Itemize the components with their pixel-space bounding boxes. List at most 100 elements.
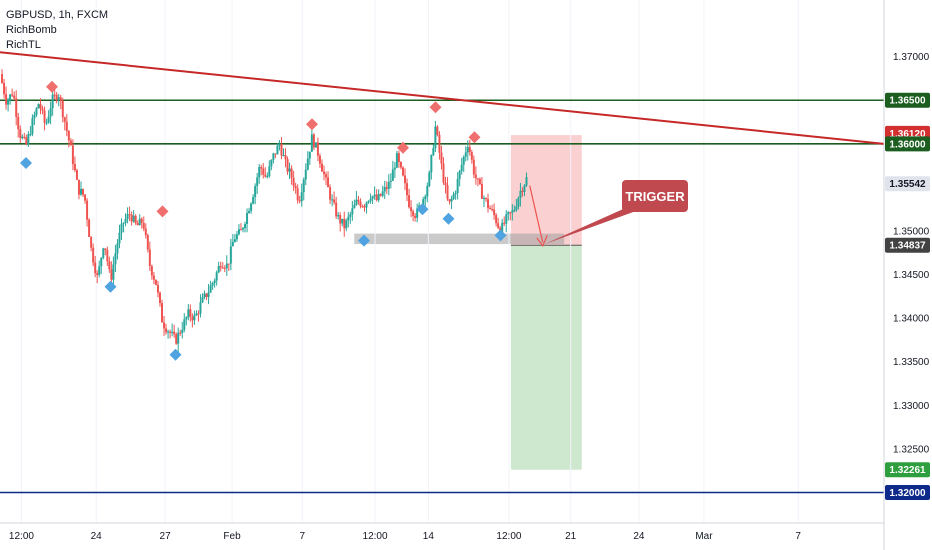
candle-body [377, 193, 380, 201]
support-band[interactable] [354, 233, 565, 245]
candle-body [15, 98, 18, 117]
swing-low-marker[interactable] [358, 234, 370, 247]
price-tag[interactable] [885, 92, 930, 108]
swing-high-marker[interactable] [46, 80, 58, 93]
trigger-callout[interactable] [622, 180, 688, 212]
candle-body [410, 207, 413, 212]
candle-body [221, 267, 224, 269]
y-tick-label: 1.32500 [893, 444, 930, 455]
candle-body [185, 317, 188, 320]
candle-body [363, 206, 366, 208]
swing-low-marker[interactable] [494, 229, 507, 242]
candle-body [448, 199, 451, 202]
candle-body [308, 151, 311, 159]
candle-body [227, 263, 230, 265]
candle-body [108, 261, 111, 270]
candle-body [229, 246, 232, 264]
candle-body [65, 121, 68, 132]
take-profit-zone[interactable] [510, 245, 582, 470]
candle-body [503, 222, 506, 224]
candle-body [90, 236, 93, 248]
y-tick-label: 1.33500 [893, 357, 930, 368]
candle-body [365, 202, 368, 208]
swing-high-marker[interactable] [156, 205, 169, 218]
projection-arrow[interactable] [529, 185, 544, 243]
candle-body [61, 100, 64, 118]
price-tag[interactable] [885, 237, 930, 253]
candle-body [239, 229, 242, 231]
swing-high-marker[interactable] [397, 141, 409, 154]
price-tag-label: 1.32261 [889, 465, 926, 476]
swing-low-marker[interactable] [20, 157, 32, 170]
price-tag[interactable] [885, 136, 930, 152]
candle-body [181, 329, 184, 334]
candle-body [250, 203, 253, 211]
candle-body [408, 195, 411, 208]
price-tag[interactable] [885, 484, 930, 500]
candle-body [9, 94, 12, 101]
candle-body [106, 249, 109, 262]
trendline[interactable] [0, 51, 885, 145]
candle-body [501, 222, 504, 236]
candle-body [35, 108, 38, 116]
candle-body [399, 162, 402, 168]
swing-low-marker[interactable] [442, 212, 455, 225]
candle-body [80, 188, 82, 195]
swing-low-marker[interactable] [104, 280, 117, 293]
price-tag[interactable] [885, 462, 930, 478]
candle-body [375, 194, 378, 201]
candle-body [351, 208, 354, 215]
candle-body [223, 267, 226, 269]
candle-body [197, 313, 200, 315]
candle-body [464, 152, 467, 157]
candle-body [359, 201, 362, 207]
candle-body [110, 269, 113, 280]
candle-body [256, 177, 259, 187]
candle-body [357, 199, 360, 202]
x-tick-label: 21 [565, 531, 577, 542]
candle-body [454, 193, 457, 195]
candle-body [391, 169, 394, 181]
candle-body [152, 275, 155, 280]
swing-low-marker[interactable] [169, 348, 182, 361]
candle-body [316, 142, 319, 156]
swing-high-marker[interactable] [468, 131, 481, 144]
x-tick-label: 7 [795, 531, 801, 542]
candle-body [300, 192, 303, 202]
candle-body [132, 215, 135, 222]
candle-body [318, 155, 321, 164]
candle-body [466, 147, 469, 153]
candle-body [509, 212, 512, 214]
candle-body [43, 110, 46, 123]
candle-body [476, 178, 479, 180]
price-tag-label: 1.36120 [889, 129, 926, 140]
candle-body [280, 143, 283, 156]
candle-body [69, 140, 72, 146]
candle-body [335, 202, 338, 217]
candle-body [369, 198, 372, 201]
candle-body [262, 168, 265, 175]
candle-body [25, 137, 28, 144]
candle-body [37, 104, 40, 109]
candle-body [379, 193, 382, 196]
swing-low-marker[interactable] [416, 203, 429, 216]
price-tag[interactable] [885, 176, 930, 192]
candle-body [349, 214, 352, 217]
candle-body [274, 153, 277, 155]
candle-body [82, 188, 85, 195]
chart-legend: GBPUSD, 1h, FXCM RichBomb RichTL [6, 8, 108, 53]
swing-high-marker[interactable] [429, 101, 442, 114]
candle-body [489, 207, 492, 210]
candle-body [438, 134, 441, 153]
candle-body [130, 214, 133, 222]
candle-body [57, 97, 60, 101]
candle-body [361, 206, 364, 208]
candle-body [414, 215, 417, 218]
candle-body [440, 152, 443, 164]
swing-high-marker[interactable] [306, 118, 318, 131]
candle-body [17, 116, 20, 130]
candle-body [39, 104, 42, 109]
candle-body [480, 183, 483, 199]
